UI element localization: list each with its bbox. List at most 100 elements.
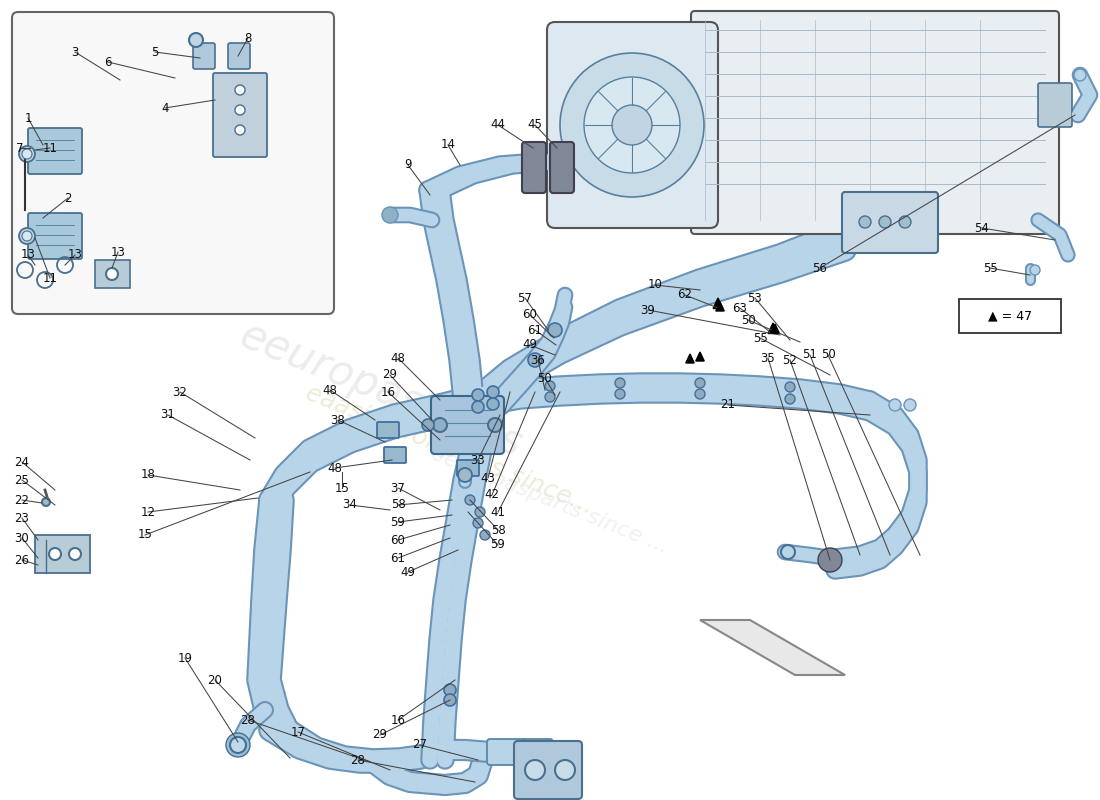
- Circle shape: [615, 378, 625, 388]
- Text: 10: 10: [648, 278, 662, 291]
- Text: 28: 28: [241, 714, 255, 726]
- Circle shape: [560, 53, 704, 197]
- Circle shape: [69, 548, 81, 560]
- Text: 54: 54: [975, 222, 989, 234]
- Circle shape: [1030, 265, 1040, 275]
- Text: 30: 30: [14, 531, 30, 545]
- Text: 48: 48: [322, 383, 338, 397]
- Circle shape: [487, 386, 499, 398]
- Polygon shape: [716, 302, 724, 311]
- Text: 49: 49: [400, 566, 416, 578]
- Circle shape: [230, 737, 246, 753]
- Circle shape: [488, 418, 502, 432]
- FancyBboxPatch shape: [842, 192, 938, 253]
- Polygon shape: [696, 352, 704, 361]
- Bar: [95, 260, 130, 288]
- Circle shape: [444, 684, 456, 696]
- Text: 18: 18: [141, 469, 155, 482]
- Text: 25: 25: [14, 474, 30, 486]
- Text: 50: 50: [538, 371, 552, 385]
- Text: 50: 50: [821, 349, 835, 362]
- Circle shape: [528, 353, 542, 367]
- Circle shape: [19, 228, 35, 244]
- Circle shape: [544, 392, 556, 402]
- Text: 15: 15: [334, 482, 350, 494]
- Circle shape: [42, 498, 50, 506]
- Circle shape: [382, 207, 398, 223]
- Polygon shape: [768, 323, 778, 334]
- Text: 7: 7: [16, 142, 24, 154]
- Text: 38: 38: [331, 414, 345, 426]
- Polygon shape: [700, 620, 845, 675]
- FancyBboxPatch shape: [550, 142, 574, 193]
- Text: 29: 29: [373, 729, 387, 742]
- Circle shape: [548, 323, 562, 337]
- Text: 11: 11: [43, 271, 57, 285]
- Text: 3: 3: [72, 46, 79, 58]
- FancyBboxPatch shape: [959, 299, 1062, 333]
- Text: 19: 19: [177, 651, 192, 665]
- FancyBboxPatch shape: [431, 396, 504, 454]
- Text: 20: 20: [208, 674, 222, 686]
- Circle shape: [899, 216, 911, 228]
- FancyBboxPatch shape: [377, 422, 399, 438]
- FancyBboxPatch shape: [192, 43, 215, 69]
- Text: 57: 57: [518, 291, 532, 305]
- Circle shape: [584, 77, 680, 173]
- Text: 61: 61: [528, 323, 542, 337]
- Text: 59: 59: [390, 515, 406, 529]
- Text: 37: 37: [390, 482, 406, 494]
- Circle shape: [1074, 69, 1086, 81]
- Text: ▲ = 47: ▲ = 47: [988, 310, 1032, 322]
- Circle shape: [433, 418, 447, 432]
- FancyBboxPatch shape: [1038, 83, 1072, 127]
- Text: 6: 6: [104, 55, 112, 69]
- FancyBboxPatch shape: [547, 22, 718, 228]
- Text: 27: 27: [412, 738, 428, 751]
- Text: 45: 45: [528, 118, 542, 131]
- Text: 60: 60: [390, 534, 406, 546]
- FancyBboxPatch shape: [384, 447, 406, 463]
- Circle shape: [235, 85, 245, 95]
- Text: 23: 23: [14, 511, 30, 525]
- Circle shape: [473, 518, 483, 528]
- Circle shape: [525, 760, 544, 780]
- Text: 62: 62: [678, 289, 693, 302]
- Text: 28: 28: [351, 754, 365, 766]
- FancyBboxPatch shape: [487, 739, 528, 765]
- Circle shape: [22, 231, 32, 241]
- Circle shape: [22, 149, 32, 159]
- Text: 16: 16: [390, 714, 406, 726]
- Text: 56: 56: [813, 262, 827, 274]
- Circle shape: [444, 694, 456, 706]
- Circle shape: [235, 105, 245, 115]
- Text: 55: 55: [982, 262, 998, 274]
- Polygon shape: [713, 298, 723, 309]
- Text: 24: 24: [14, 455, 30, 469]
- Text: 31: 31: [161, 409, 175, 422]
- Text: 34: 34: [342, 498, 358, 511]
- Text: 16: 16: [381, 386, 396, 398]
- Circle shape: [695, 378, 705, 388]
- Circle shape: [879, 216, 891, 228]
- Text: 32: 32: [173, 386, 187, 398]
- Text: 2: 2: [64, 191, 72, 205]
- FancyBboxPatch shape: [514, 741, 582, 799]
- Circle shape: [818, 548, 842, 572]
- Text: 5: 5: [152, 46, 158, 58]
- Text: 9: 9: [405, 158, 411, 171]
- Circle shape: [785, 394, 795, 404]
- Circle shape: [235, 125, 245, 135]
- Circle shape: [904, 399, 916, 411]
- Text: 58: 58: [491, 523, 505, 537]
- Text: 39: 39: [640, 303, 656, 317]
- Text: 52: 52: [782, 354, 797, 366]
- Text: 42: 42: [484, 489, 499, 502]
- Text: 26: 26: [14, 554, 30, 566]
- FancyBboxPatch shape: [228, 43, 250, 69]
- Text: 55: 55: [752, 331, 768, 345]
- Circle shape: [695, 389, 705, 399]
- FancyBboxPatch shape: [28, 213, 82, 259]
- Circle shape: [465, 495, 475, 505]
- Text: 49: 49: [522, 338, 538, 351]
